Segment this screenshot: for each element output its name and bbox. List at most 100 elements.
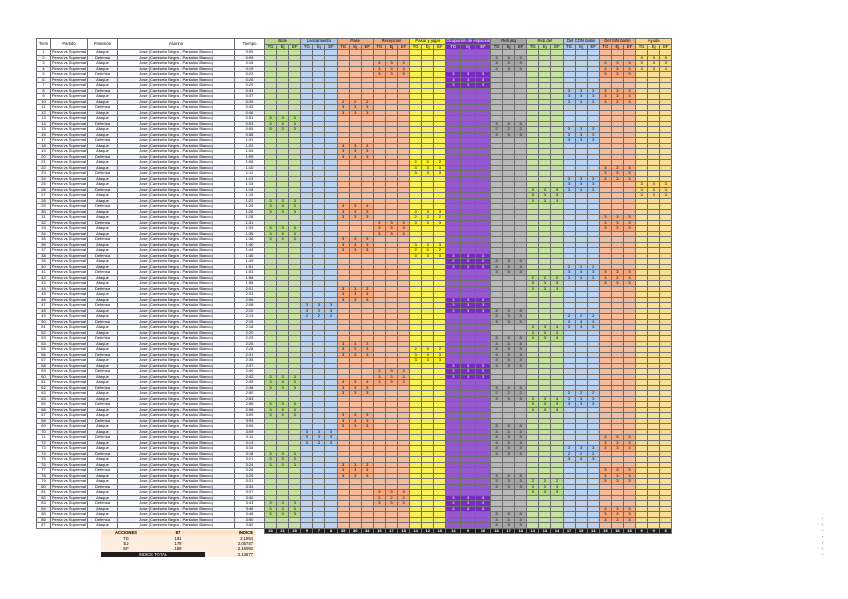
partido-cell[interactable]: Perna vs Supremat	[50, 379, 88, 386]
partido-cell[interactable]: Perna vs Supremat	[50, 203, 88, 210]
score-cell[interactable]	[360, 71, 374, 78]
partido-cell[interactable]: Perna vs Supremat	[50, 318, 88, 325]
partido-cell[interactable]: Perna vs Supremat	[50, 175, 88, 182]
score-cell[interactable]	[276, 219, 290, 226]
score-cell[interactable]	[489, 467, 504, 474]
score-cell[interactable]	[622, 522, 637, 529]
group-header[interactable]: Ocupación de espacios	[445, 38, 491, 45]
score-cell[interactable]	[276, 368, 290, 375]
partido-cell[interactable]: Perna vs Supremat	[50, 351, 88, 358]
score-cell[interactable]	[586, 65, 600, 72]
partido-cell[interactable]: Perna vs Supremat	[50, 181, 88, 188]
partido-cell[interactable]: Perna vs Supremat	[50, 461, 88, 468]
column-total[interactable]: 14	[445, 527, 462, 534]
score-cell[interactable]	[397, 54, 411, 61]
score-cell[interactable]	[574, 522, 588, 529]
score-cell[interactable]	[475, 522, 491, 529]
partido-cell[interactable]: Perna vs Supremat	[50, 87, 88, 94]
score-cell[interactable]	[659, 104, 673, 111]
score-cell[interactable]	[562, 307, 576, 314]
score-cell[interactable]	[433, 203, 447, 210]
column-total[interactable]: 14	[526, 527, 540, 534]
score-cell[interactable]	[502, 467, 516, 474]
column-total[interactable]: 18	[514, 527, 528, 534]
column-total[interactable]: 17	[502, 527, 516, 534]
partido-cell[interactable]: Perna vs Supremat	[50, 373, 88, 380]
score-cell[interactable]	[336, 456, 350, 463]
score-cell[interactable]	[433, 115, 447, 122]
score-cell[interactable]	[502, 417, 516, 424]
score-cell[interactable]	[288, 395, 302, 402]
score-cell[interactable]	[502, 252, 516, 259]
partido-cell[interactable]: Perna vs Supremat	[50, 467, 88, 474]
score-cell[interactable]	[336, 280, 350, 287]
score-cell[interactable]	[659, 115, 673, 122]
partido-cell[interactable]: Perna vs Supremat	[50, 335, 88, 342]
score-cell[interactable]	[360, 137, 374, 144]
score-cell[interactable]	[384, 54, 399, 61]
partido-cell[interactable]: Perna vs Supremat	[50, 291, 88, 298]
score-cell[interactable]	[586, 439, 600, 446]
partido-cell[interactable]: Perna vs Supremat	[50, 164, 88, 171]
score-cell[interactable]	[409, 340, 423, 347]
score-cell[interactable]	[263, 522, 278, 529]
score-cell[interactable]	[433, 65, 447, 72]
score-cell[interactable]	[276, 109, 290, 116]
score-cell[interactable]	[360, 456, 374, 463]
score-cell[interactable]	[397, 214, 411, 221]
score-cell[interactable]	[372, 362, 386, 369]
partido-cell[interactable]: Perna vs Supremat	[50, 225, 88, 232]
score-cell[interactable]	[263, 445, 278, 452]
score-cell[interactable]	[360, 522, 374, 529]
score-cell[interactable]	[489, 302, 504, 309]
partido-cell[interactable]: Perna vs Supremat	[50, 500, 88, 507]
partido-cell[interactable]: Perna vs Supremat	[50, 137, 88, 144]
score-cell[interactable]	[659, 522, 673, 529]
partido-cell[interactable]: Perna vs Supremat	[50, 98, 88, 105]
partido-cell[interactable]: Perna vs Supremat	[50, 263, 88, 270]
score-cell[interactable]	[622, 208, 637, 215]
score-cell[interactable]	[538, 390, 552, 397]
score-cell[interactable]	[475, 60, 491, 67]
column-total[interactable]: 7	[312, 527, 326, 534]
partido-cell[interactable]: Perna vs Supremat	[50, 104, 88, 111]
score-cell[interactable]	[348, 456, 362, 463]
score-cell[interactable]	[659, 87, 673, 94]
score-cell[interactable]	[550, 93, 564, 100]
col-header-posesion[interactable]: Posesión	[87, 38, 118, 50]
score-cell[interactable]	[659, 98, 673, 105]
score-cell[interactable]	[659, 175, 673, 182]
score-cell[interactable]	[526, 472, 540, 479]
column-total[interactable]: 9	[635, 527, 649, 534]
score-cell[interactable]	[526, 269, 540, 276]
column-total[interactable]: 21	[276, 527, 290, 534]
partido-cell[interactable]: Perna vs Supremat	[50, 71, 88, 78]
partido-cell[interactable]: Perna vs Supremat	[50, 186, 88, 193]
score-cell[interactable]	[475, 65, 491, 72]
score-cell[interactable]	[433, 104, 447, 111]
score-cell[interactable]	[384, 522, 399, 529]
score-cell[interactable]	[348, 137, 362, 144]
partido-cell[interactable]: Perna vs Supremat	[50, 368, 88, 375]
score-cell[interactable]	[288, 219, 302, 226]
partido-cell[interactable]: Perna vs Supremat	[50, 208, 88, 215]
score-cell[interactable]	[574, 439, 588, 446]
score-cell[interactable]	[348, 406, 362, 413]
score-cell[interactable]	[336, 197, 350, 204]
score-cell[interactable]	[288, 368, 302, 375]
partido-cell[interactable]: Perna vs Supremat	[50, 340, 88, 347]
score-cell[interactable]	[324, 109, 338, 116]
score-cell[interactable]	[574, 82, 588, 89]
score-cell[interactable]	[336, 522, 350, 529]
col-header-time[interactable]: Tiem	[36, 38, 51, 50]
score-cell[interactable]	[538, 472, 552, 479]
score-cell[interactable]	[360, 335, 374, 342]
score-cell[interactable]	[562, 82, 576, 89]
score-cell[interactable]	[489, 379, 504, 386]
partido-cell[interactable]: Perna vs Supremat	[50, 60, 88, 67]
score-cell[interactable]	[586, 258, 600, 265]
partido-cell[interactable]: Perna vs Supremat	[50, 115, 88, 122]
partido-cell[interactable]: Perna vs Supremat	[50, 192, 88, 199]
score-cell[interactable]	[489, 115, 504, 122]
score-cell[interactable]	[586, 120, 600, 127]
